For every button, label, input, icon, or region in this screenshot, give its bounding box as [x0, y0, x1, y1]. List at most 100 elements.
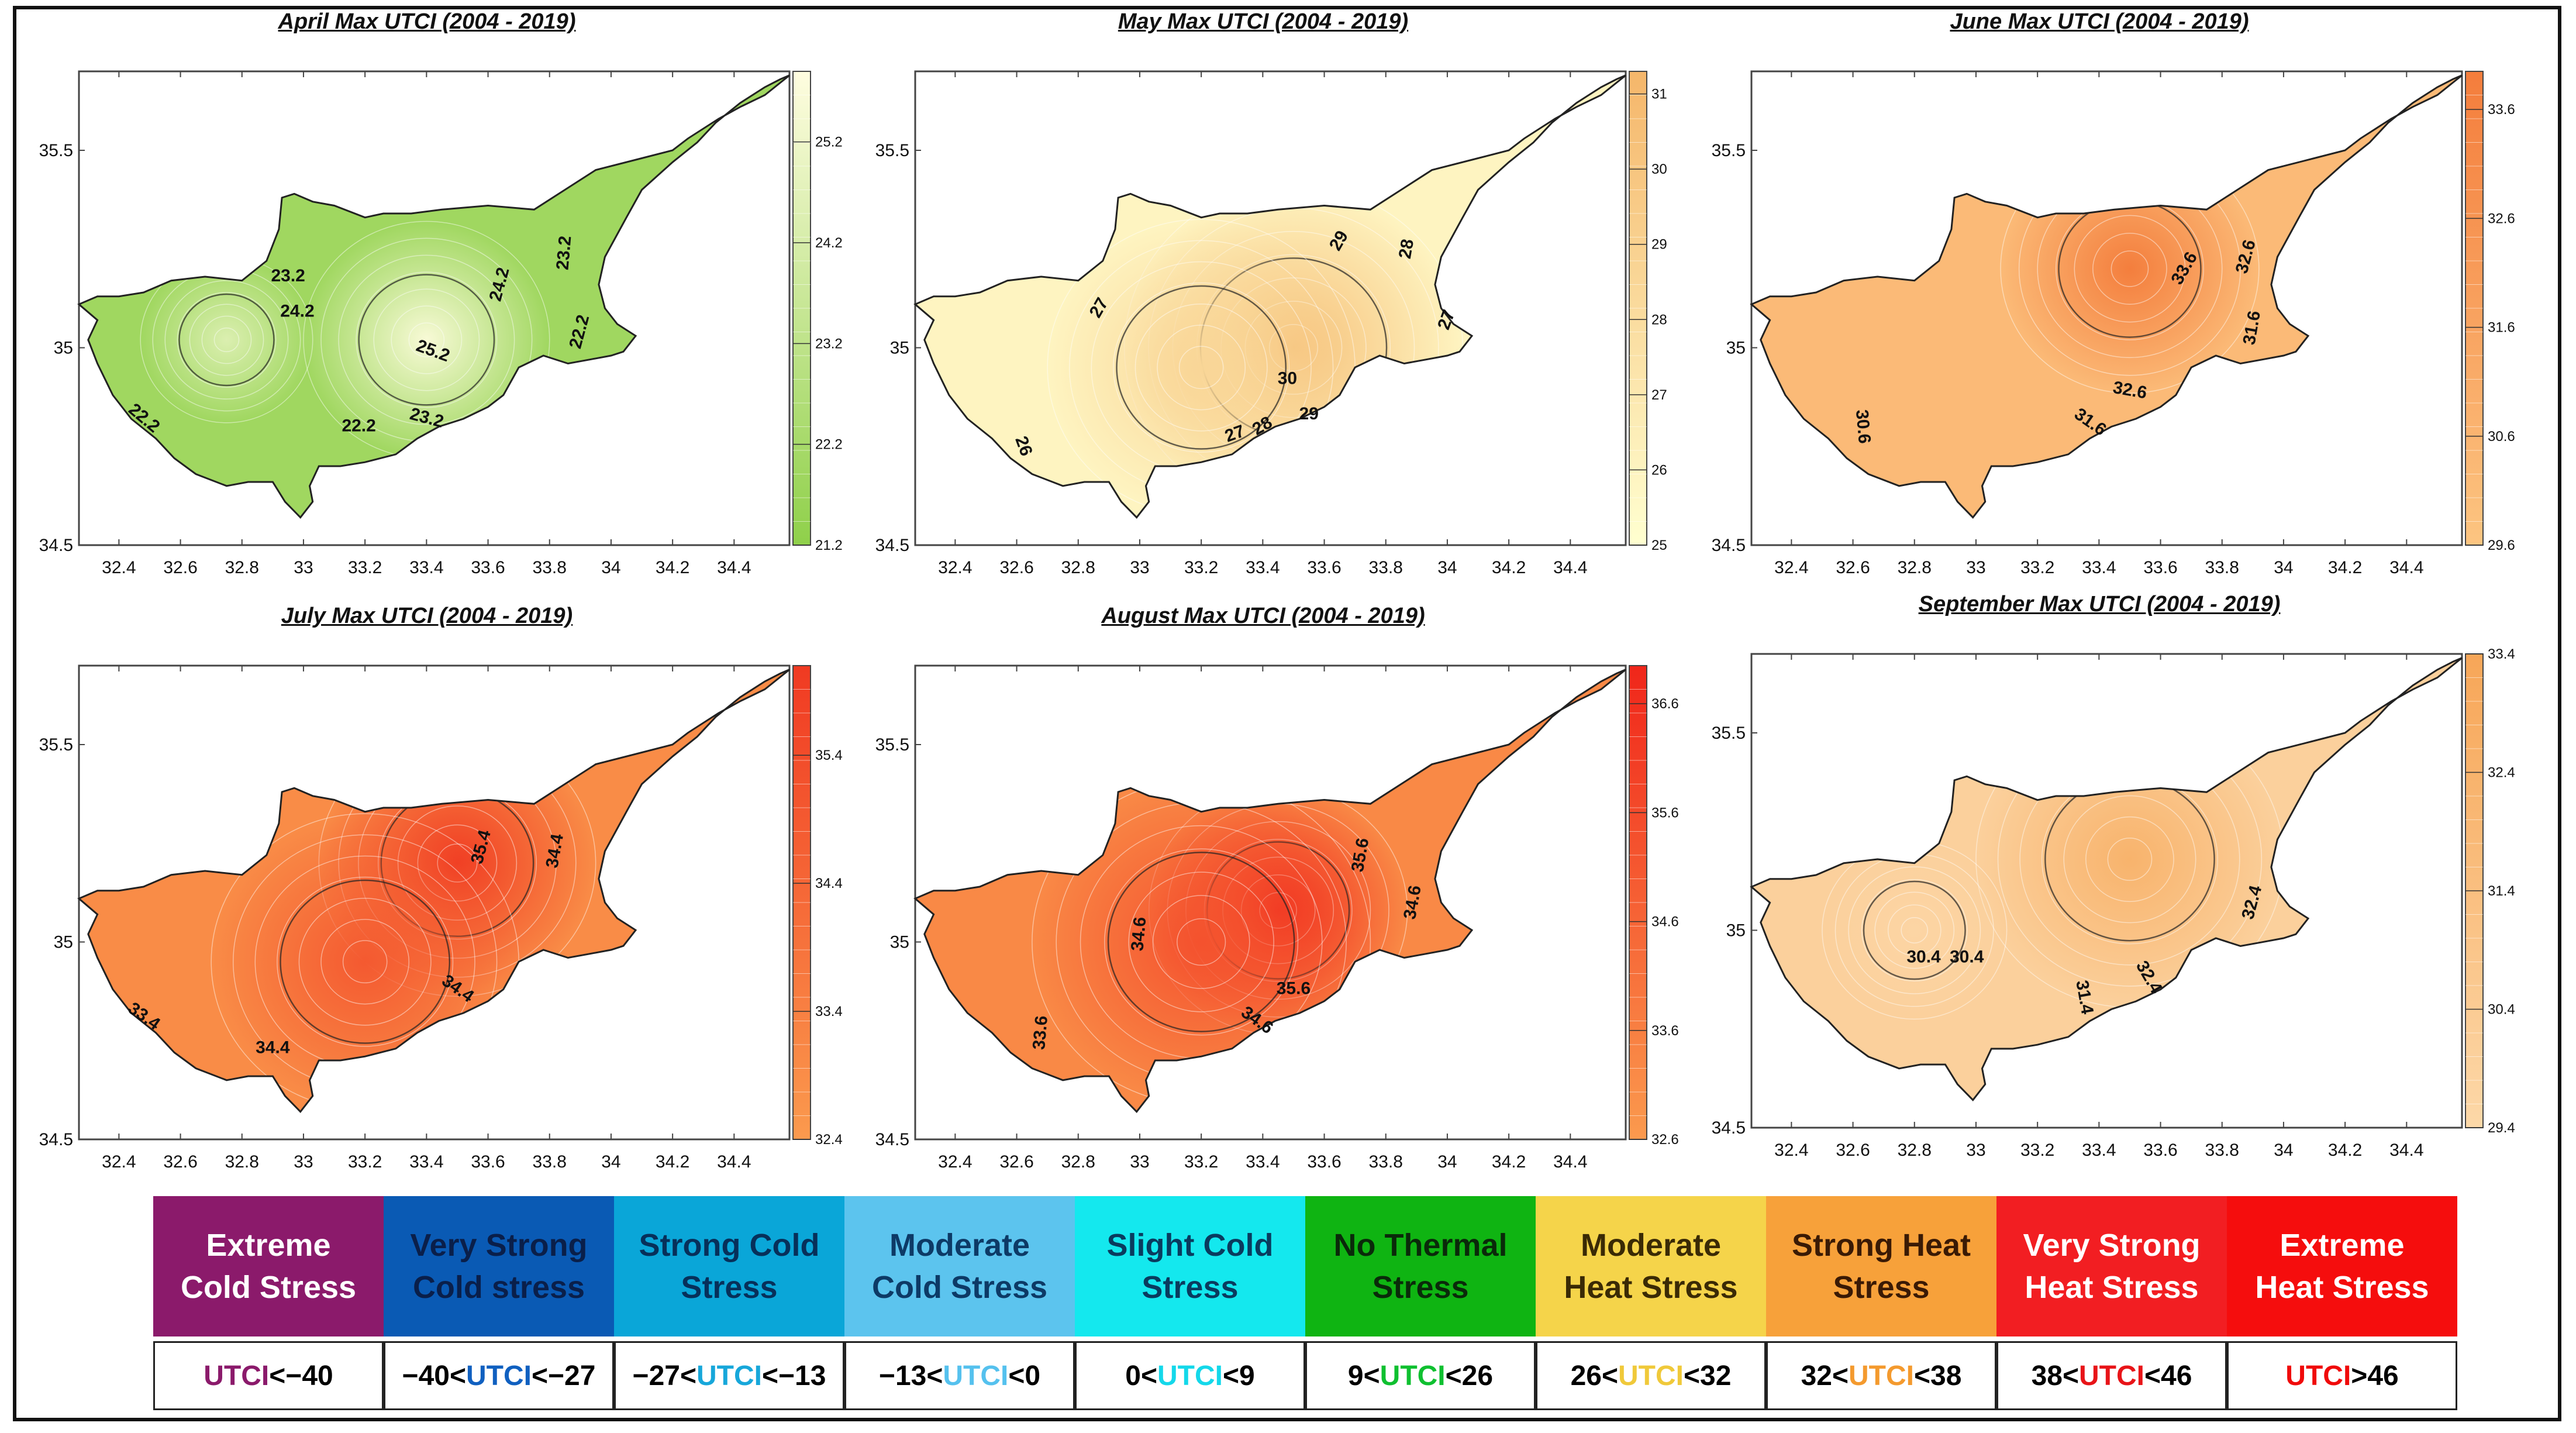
range-suffix: >46: [2351, 1360, 2399, 1391]
contour-line: [177, 292, 277, 388]
x-tick-label: 33: [294, 558, 313, 577]
range-keyword: UTCI: [696, 1360, 762, 1391]
june-utci-map: 32.4 32.6 32.8 33 33.2 33.4 33.6 33.8 34 34.2 34.4…: [1712, 70, 2515, 577]
contour-line: [391, 305, 463, 374]
contour-label: 30.4: [1906, 948, 1941, 967]
map-title: April Max UTCI (2004 - 2019): [278, 9, 576, 34]
contour-line: [342, 940, 388, 984]
contour-line: [2085, 816, 2174, 902]
colorbar-tick-label: 29: [1651, 237, 1667, 253]
colorbar-tick-label: 31: [1651, 87, 1667, 102]
x-tick-label: 32.4: [938, 558, 972, 577]
legend-category-label: No Thermal Stress: [1305, 1196, 1536, 1336]
map-panel-september: September Max UTCI (2004 - 2019) 32.4 32.…: [1690, 592, 2515, 1180]
x-tick-label: 34.2: [656, 1152, 689, 1172]
map-panel-august: August Max UTCI (2004 - 2019) 32.4 32.6 32…: [854, 604, 1679, 1192]
colorbar-tick-label: 25.2: [815, 135, 843, 150]
x-tick-label: 33.2: [1184, 558, 1218, 577]
legend-category-label: Very Strong Heat Stress: [1996, 1196, 2227, 1336]
x-tick-label: 33.4: [1246, 1152, 1280, 1172]
colorbar-tick-label: 33.6: [1651, 1023, 1679, 1039]
x-tick-label: 34.4: [1553, 558, 1587, 577]
x-tick-label: 32.4: [1774, 558, 1808, 577]
legend-category-range: 32< UTCI <38: [1766, 1341, 1996, 1410]
major-contour-line: [1863, 880, 1966, 980]
x-tick-label: 33: [1130, 558, 1149, 577]
coastline: [1750, 657, 2463, 1101]
coastline: [77, 74, 790, 519]
legend-category: Extreme Cold Stress UTCI <−40: [153, 1196, 384, 1413]
x-tick-label: 33.6: [2143, 1141, 2177, 1160]
map-panel-may: May Max UTCI (2004 - 2019) 32.4 32.6 32.8 3…: [854, 9, 1672, 598]
map-title: July Max UTCI (2004 - 2019): [281, 604, 573, 628]
contour-label: 28: [1395, 237, 1418, 260]
contour-line: [1134, 304, 1268, 432]
contour-label: 22.2: [342, 416, 375, 435]
colorbar-tick-label: 35.4: [815, 747, 843, 763]
x-tick-label: 33.6: [1307, 558, 1341, 577]
coastline: [1750, 74, 2463, 519]
x-tick-label: 33.4: [1246, 558, 1280, 577]
contour-label: 29: [1299, 404, 1319, 423]
range-prefix: 26<: [1570, 1360, 1618, 1391]
x-tick-label: 32.4: [1774, 1141, 1808, 1160]
contour-line: [1104, 848, 1299, 1036]
map-title: May Max UTCI (2004 - 2019): [1118, 9, 1409, 34]
x-tick-label: 33.4: [2082, 1141, 2116, 1160]
y-tick-label: 35.5: [39, 735, 73, 755]
september-utci-map: 32.4 32.6 32.8 33 33.2 33.4 33.6 33.8 34 34.2 34.4…: [1712, 646, 2515, 1160]
x-tick-label: 32.8: [1898, 558, 1932, 577]
contour-line: [338, 254, 515, 425]
x-tick-label: 32.6: [163, 558, 197, 577]
colorbar-tick-label: 29.6: [2488, 538, 2515, 553]
range-keyword: UTCI: [466, 1360, 532, 1391]
colorbar-tick-label: 25: [1651, 538, 1667, 553]
legend-category-label: Extreme Heat Stress: [2227, 1196, 2457, 1336]
x-tick-label: 32.6: [999, 1152, 1033, 1172]
legend-category-range: UTCI <−40: [153, 1341, 384, 1410]
contour-label: 30.4: [1950, 948, 1984, 967]
range-suffix: <38: [1913, 1360, 1962, 1391]
contour-line: [1152, 895, 1250, 989]
contour-line: [1848, 866, 1981, 994]
map-title: September Max UTCI (2004 - 2019): [1918, 592, 2281, 616]
hotspot: [1822, 841, 2007, 1019]
colorbar-tick-label: 28: [1651, 312, 1667, 328]
colorbar-tick-label: 21.2: [815, 538, 843, 553]
range-suffix: <26: [1445, 1360, 1494, 1391]
colorbar-tick-label: 31.4: [2488, 883, 2515, 899]
x-tick-label: 34: [1437, 1152, 1457, 1172]
contour-line: [164, 280, 289, 399]
x-tick-label: 33.8: [533, 1152, 567, 1172]
contour-label: 33.6: [1029, 1015, 1051, 1050]
legend-category: Slight Cold Stress 0< UTCI <9: [1075, 1196, 1305, 1413]
legend-category-label: Moderate Cold Stress: [844, 1196, 1075, 1336]
colorbar-tick-label: 30: [1651, 161, 1667, 177]
x-tick-label: 34.4: [1553, 1152, 1587, 1172]
colorbar-tick-label: 32.6: [1651, 1132, 1679, 1148]
contour-line: [2107, 838, 2153, 881]
contour-line: [1887, 904, 1942, 956]
range-suffix: <32: [1683, 1360, 1732, 1391]
x-tick-label: 32.8: [225, 558, 259, 577]
range-prefix: −13<: [878, 1360, 943, 1391]
x-tick-label: 32.6: [1836, 558, 1870, 577]
x-tick-label: 32.6: [163, 1152, 197, 1172]
colorbar-tick-label: 32.6: [2488, 211, 2515, 226]
legend-category: Very Strong Heat Stress 38< UTCI <46: [1996, 1196, 2227, 1413]
colorbar-tick-label: 32.4: [815, 1132, 843, 1148]
contour-line: [1113, 282, 1290, 453]
contour-line: [1157, 325, 1246, 411]
range-suffix: <−27: [531, 1360, 596, 1391]
x-tick-label: 33: [1966, 1141, 1985, 1160]
y-tick-label: 34.5: [1712, 536, 1746, 555]
legend-category: Moderate Heat Stress 26< UTCI <32: [1536, 1196, 1766, 1413]
contour-label: 24.2: [280, 302, 314, 321]
coastline: [913, 74, 1626, 519]
map-title: August Max UTCI (2004 - 2019): [1101, 604, 1425, 628]
y-tick-label: 35.5: [1712, 141, 1746, 160]
map-panel-june: June Max UTCI (2004 - 2019) 32.4 32.6 32.8…: [1690, 9, 2515, 598]
y-tick-label: 35.5: [39, 141, 73, 160]
legend-category: Extreme Heat Stress UTCI >46: [2227, 1196, 2457, 1413]
map-panel-july: July Max UTCI (2004 - 2019) 32.4 32.6 32.8…: [18, 604, 843, 1192]
